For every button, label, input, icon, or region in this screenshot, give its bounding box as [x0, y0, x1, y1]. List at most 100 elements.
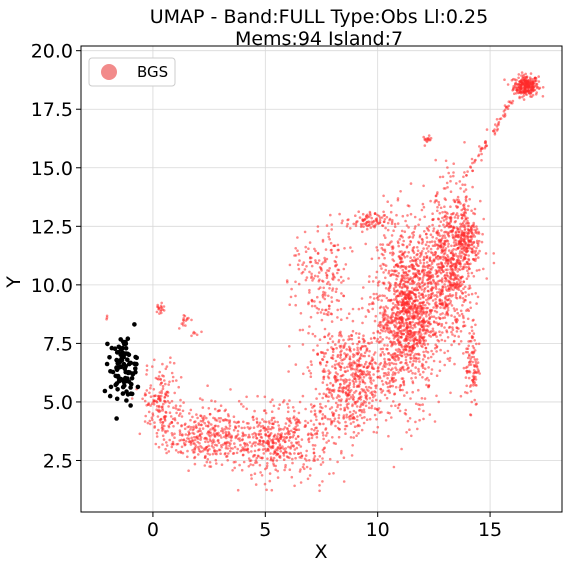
data-point-bgs — [204, 454, 207, 458]
data-point-bgs — [149, 422, 152, 426]
data-point-bgs — [320, 318, 324, 322]
data-point-bgs — [288, 436, 292, 440]
data-point-bgs — [294, 247, 298, 250]
data-point-bgs — [298, 421, 302, 424]
data-point-bgs — [457, 239, 461, 243]
data-point-bgs — [155, 408, 158, 412]
data-point-bgs — [467, 370, 471, 374]
data-point-bgs — [255, 421, 259, 425]
data-point-bgs — [285, 451, 288, 454]
data-point-bgs — [427, 293, 431, 297]
data-point-bgs — [372, 395, 375, 399]
data-point-bgs — [415, 341, 419, 345]
data-point-bgs — [318, 489, 321, 493]
data-point-bgs — [479, 199, 482, 203]
data-point-bgs — [386, 389, 390, 393]
data-point-bgs — [460, 216, 464, 220]
data-point-bgs — [241, 438, 244, 441]
data-point-bgs — [537, 80, 541, 83]
data-point-bgs — [277, 407, 281, 410]
data-point-bgs — [424, 339, 428, 342]
data-point-bgs — [454, 283, 457, 286]
data-point-bgs — [352, 430, 356, 434]
data-point-bgs — [462, 233, 466, 237]
data-point-bgs — [293, 448, 297, 451]
data-point-bgs — [276, 420, 280, 424]
data-point-bgs — [456, 205, 460, 209]
data-point-bgs — [373, 337, 376, 340]
data-point-bgs — [294, 280, 297, 284]
data-point-bgs — [411, 380, 415, 383]
data-point-bgs — [427, 313, 431, 317]
data-point-bgs — [413, 281, 416, 284]
data-point-bgs — [340, 387, 344, 390]
data-point-bgs — [188, 432, 191, 435]
data-point-bgs — [322, 437, 325, 441]
data-point-bgs — [357, 307, 361, 311]
data-point-bgs — [200, 330, 203, 334]
data-point-bgs — [316, 295, 319, 299]
y-tick-label: 17.5 — [31, 99, 73, 121]
data-point-bgs — [348, 337, 352, 341]
data-point-bgs — [271, 398, 274, 402]
data-point-bgs — [408, 417, 412, 420]
data-point-bgs — [263, 409, 267, 412]
data-point-bgs — [468, 284, 471, 288]
data-point-bgs — [434, 297, 437, 301]
data-point-bgs — [462, 225, 465, 228]
data-point-bgs — [273, 451, 277, 454]
data-point-bgs — [331, 277, 334, 280]
data-point-bgs — [437, 257, 440, 261]
data-point-bgs — [379, 328, 383, 332]
data-point-bgs — [430, 349, 433, 353]
data-point-bgs — [299, 481, 303, 484]
data-point-bgs — [227, 432, 231, 435]
grid-lines — [81, 46, 562, 512]
data-point-bgs — [463, 248, 466, 252]
data-point-bgs — [355, 400, 358, 404]
data-point-bgs — [473, 339, 477, 342]
data-point-bgs — [380, 224, 384, 227]
data-point-bgs — [221, 431, 225, 435]
data-point-bgs — [378, 331, 382, 335]
data-point-bgs — [503, 78, 506, 81]
data-point-bgs — [429, 264, 432, 267]
data-point-bgs — [370, 404, 374, 408]
data-point-bgs — [375, 340, 379, 343]
data-point-bgs — [442, 219, 446, 222]
data-point-bgs — [420, 324, 423, 327]
data-point-bgs — [299, 445, 303, 448]
data-point-bgs — [281, 445, 284, 448]
data-point-bgs — [264, 449, 268, 453]
data-point-bgs — [423, 355, 427, 358]
data-point-bgs — [248, 441, 252, 444]
data-point-bgs — [167, 450, 171, 453]
data-point-bgs — [379, 347, 383, 351]
data-point-bgs — [388, 363, 392, 367]
data-point-bgs — [274, 468, 278, 472]
data-point-bgs — [348, 397, 351, 401]
data-point-bgs — [432, 359, 436, 363]
data-point-bgs — [355, 385, 359, 389]
data-point-bgs — [287, 445, 290, 449]
data-point-bgs — [386, 318, 389, 321]
data-point-bgs — [327, 310, 330, 314]
data-point-bgs — [462, 366, 466, 370]
data-point-bgs — [220, 463, 224, 467]
data-point-bgs — [446, 262, 450, 266]
data-point-bgs — [387, 373, 390, 377]
data-point-bgs — [402, 283, 405, 286]
data-point-bgs — [434, 194, 438, 198]
data-point-bgs — [340, 334, 343, 338]
data-point-bgs — [370, 220, 373, 224]
data-point-bgs — [441, 175, 445, 179]
data-point-bgs — [308, 256, 312, 260]
data-point-bgs — [331, 347, 335, 351]
data-point-bgs — [308, 270, 311, 274]
data-point-bgs — [307, 438, 310, 441]
data-point-bgs — [340, 281, 343, 284]
data-point-bgs — [247, 435, 250, 439]
data-point-bgs — [399, 335, 402, 339]
data-point-bgs — [398, 300, 402, 303]
